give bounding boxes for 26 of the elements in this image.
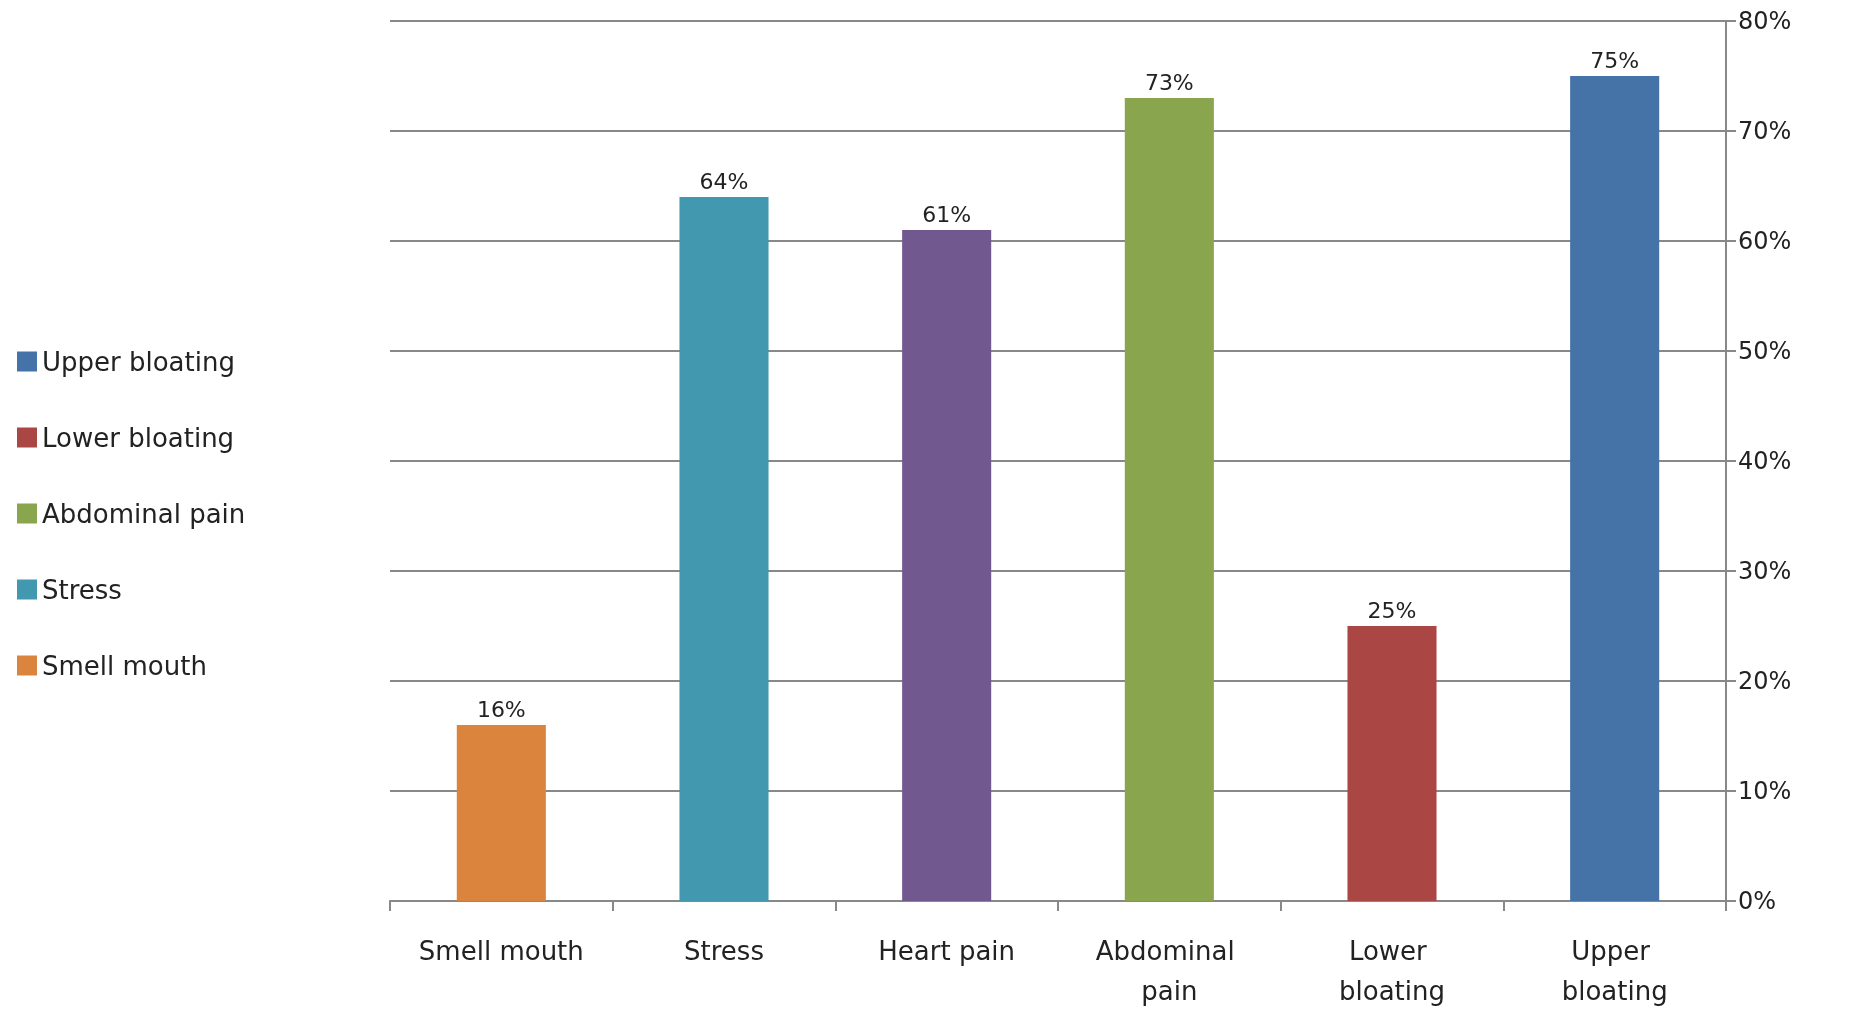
data-label: 64% (699, 168, 749, 194)
legend-label: Smell mouth (42, 650, 207, 681)
data-label: 16% (476, 696, 526, 722)
y-tick-label: 40% (1738, 447, 1792, 475)
data-label: 25% (1367, 597, 1417, 623)
x-tick-label: Smell mouth (418, 936, 584, 966)
y-tick-label: 60% (1738, 227, 1792, 255)
x-tick-label: Heart pain (878, 936, 1016, 966)
x-tick-label: Stress (684, 936, 764, 966)
legend-label: Upper bloating (42, 346, 235, 377)
x-tick-label: Upper bloating (1561, 936, 1668, 1006)
y-tick-label: 10% (1738, 777, 1792, 805)
data-label: 73% (1144, 69, 1194, 95)
data-label: 75% (1590, 47, 1640, 73)
legend-label: Abdominal pain (42, 498, 246, 529)
y-tick-label: 80% (1738, 7, 1792, 35)
y-tick-label: 70% (1738, 117, 1792, 145)
y-tick-label: 30% (1738, 557, 1792, 585)
y-tick-label: 0% (1738, 887, 1777, 915)
x-tick-label: Abdominal pain (1095, 936, 1243, 1006)
x-tick-label: Lower bloating (1339, 936, 1445, 1006)
legend-label: Stress (42, 574, 122, 605)
y-tick-label: 50% (1738, 337, 1792, 365)
y-tick-label: 20% (1738, 667, 1792, 695)
data-label: 61% (922, 201, 972, 227)
legend-label: Lower bloating (42, 422, 235, 453)
